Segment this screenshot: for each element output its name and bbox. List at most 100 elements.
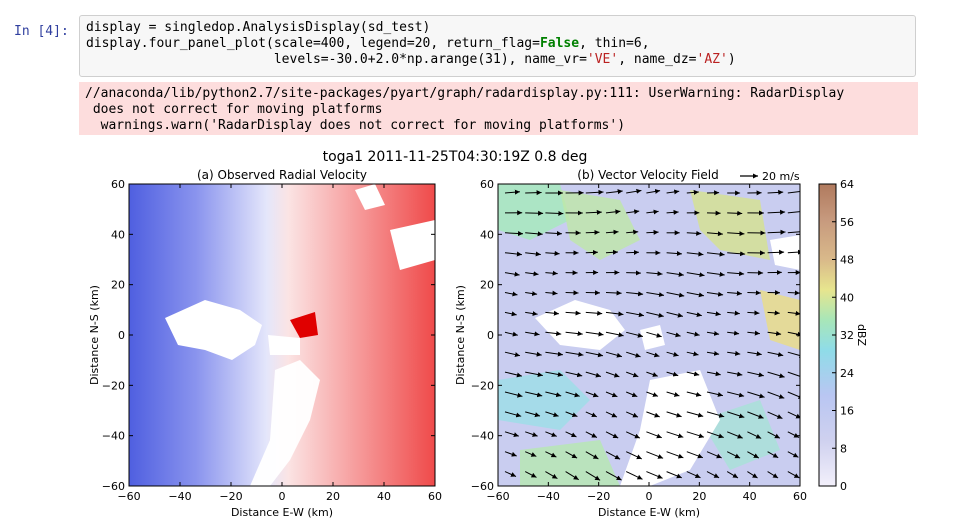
wind-vector-arrow xyxy=(666,351,679,357)
code-cell-input[interactable]: display = singledop.AnalysisDisplay(sd_t… xyxy=(79,15,916,77)
wind-vector-arrow xyxy=(545,411,559,418)
colorbar-tick-label: 64 xyxy=(840,178,854,191)
x-tick-label: 20 xyxy=(326,490,340,503)
wind-vector-arrow xyxy=(767,451,779,459)
wind-vector-arrow xyxy=(504,391,523,398)
x-tick-label: −20 xyxy=(587,490,610,503)
velocity-gap xyxy=(165,300,262,360)
wind-vector-arrow xyxy=(565,391,580,398)
wind-vector-arrow xyxy=(686,471,701,479)
wind-vector-arrow xyxy=(545,290,558,296)
wind-vector-arrow xyxy=(626,270,641,276)
code-token: display.four_panel_plot(scale=400, legen… xyxy=(86,36,540,51)
y-tick-label: −60 xyxy=(471,480,494,493)
y-tick-label: 20 xyxy=(480,279,494,292)
wind-vector-arrow xyxy=(504,189,520,195)
wind-vector-arrow xyxy=(585,331,604,337)
wind-vector-arrow xyxy=(504,451,517,457)
wind-vector-arrow xyxy=(605,331,624,338)
wind-vector-arrow xyxy=(727,231,745,237)
wind-vector-arrow xyxy=(666,209,679,215)
wind-vector-arrow xyxy=(626,371,639,378)
wind-vector-arrow xyxy=(646,189,661,194)
wind-vector-arrow xyxy=(787,331,800,337)
wind-vector-arrow xyxy=(706,291,724,297)
wind-vector-arrow xyxy=(504,331,518,337)
wind-vector-arrow xyxy=(706,471,720,479)
wind-vector-arrow xyxy=(767,249,785,255)
colorbar-tick-label: 0 xyxy=(840,480,847,493)
wind-vector-arrow xyxy=(706,431,724,439)
panel-a-title: (a) Observed Radial Velocity xyxy=(197,168,367,182)
wind-vector-arrow xyxy=(625,411,639,418)
wind-vector-arrow xyxy=(727,290,742,296)
wind-vector-arrow xyxy=(525,251,541,257)
x-tick-label: 20 xyxy=(692,490,706,503)
code-token: False xyxy=(539,36,580,51)
reflectivity-patch xyxy=(690,190,770,260)
wind-vector-arrow xyxy=(545,431,557,437)
wind-vector-arrow xyxy=(585,451,599,460)
wind-vector-arrow xyxy=(585,189,604,195)
wind-vector-arrow xyxy=(787,310,800,316)
wind-vector-arrow xyxy=(706,451,722,459)
wind-vector-arrow xyxy=(666,251,682,257)
wind-vector-arrow xyxy=(565,411,578,418)
wind-vector-arrow xyxy=(626,331,644,338)
wind-vector-arrow xyxy=(565,471,579,481)
panel-b-xlabel: Distance E-W (km) xyxy=(598,506,700,519)
colorbar-tick-label: 16 xyxy=(840,405,854,418)
wind-vector-arrow xyxy=(706,371,721,377)
y-tick-label: −40 xyxy=(102,430,125,443)
wind-vector-arrow xyxy=(646,311,664,318)
wind-vector-arrow xyxy=(666,311,684,318)
wind-vector-arrow xyxy=(545,351,563,357)
wind-vector-arrow xyxy=(585,471,601,481)
x-tick-label: −40 xyxy=(537,490,560,503)
wind-vector-arrow xyxy=(747,330,760,336)
wind-vector-arrow xyxy=(585,310,603,316)
colorbar-label: dBZ xyxy=(855,324,868,347)
code-token: 'AZ' xyxy=(696,52,728,67)
warning-line: //anaconda/lib/python2.7/site-packages/p… xyxy=(85,86,845,101)
wind-vector-arrow xyxy=(585,229,600,235)
wind-vector-arrow xyxy=(787,290,800,296)
wind-vector-arrow xyxy=(626,229,639,235)
wind-vector-arrow xyxy=(626,188,642,194)
colorbar-tick-label: 40 xyxy=(840,291,854,304)
y-tick-label: 60 xyxy=(111,178,125,191)
wind-vector-arrow xyxy=(686,351,699,357)
wind-vector-arrow xyxy=(525,331,540,337)
wind-vector-arrow xyxy=(646,209,659,215)
wind-vector-arrow xyxy=(767,411,783,419)
wind-vector-arrow xyxy=(666,411,682,418)
wind-vector-arrow xyxy=(585,371,602,378)
y-tick-label: −60 xyxy=(102,480,125,493)
wind-vector-arrow xyxy=(686,411,704,418)
wind-vector-arrow xyxy=(525,371,543,378)
wind-vector-arrow xyxy=(787,249,800,255)
wind-vector-arrow xyxy=(686,230,702,236)
wind-vector-arrow xyxy=(666,271,684,277)
y-tick-label: 0 xyxy=(118,329,125,342)
wind-vector-arrow xyxy=(767,371,785,379)
wind-vector-arrow xyxy=(666,391,680,397)
y-tick-label: −20 xyxy=(102,379,125,392)
wind-vector-arrow xyxy=(626,209,640,215)
wind-vector-arrow xyxy=(787,211,800,214)
x-tick-label: −60 xyxy=(117,490,140,503)
wind-vector-arrow xyxy=(727,251,746,257)
colorbar-tick-label: 24 xyxy=(840,367,854,380)
wind-vector-arrow xyxy=(646,331,662,338)
panel-b-title: (b) Vector Velocity Field xyxy=(577,168,718,182)
code-token: levels=-30.0+2.0*np.arange(31), name_vr= xyxy=(86,52,587,67)
velocity-gap xyxy=(355,184,385,210)
wind-vector-arrow xyxy=(605,411,618,418)
wind-vector-arrow xyxy=(504,271,520,277)
wind-vector-arrow xyxy=(525,351,542,357)
reflectivity-gap xyxy=(640,325,665,350)
colorbar-tick-label: 48 xyxy=(840,254,854,267)
wind-vector-arrow xyxy=(787,411,800,419)
wind-vector-arrow xyxy=(706,411,725,418)
wind-vector-arrow xyxy=(525,431,538,437)
